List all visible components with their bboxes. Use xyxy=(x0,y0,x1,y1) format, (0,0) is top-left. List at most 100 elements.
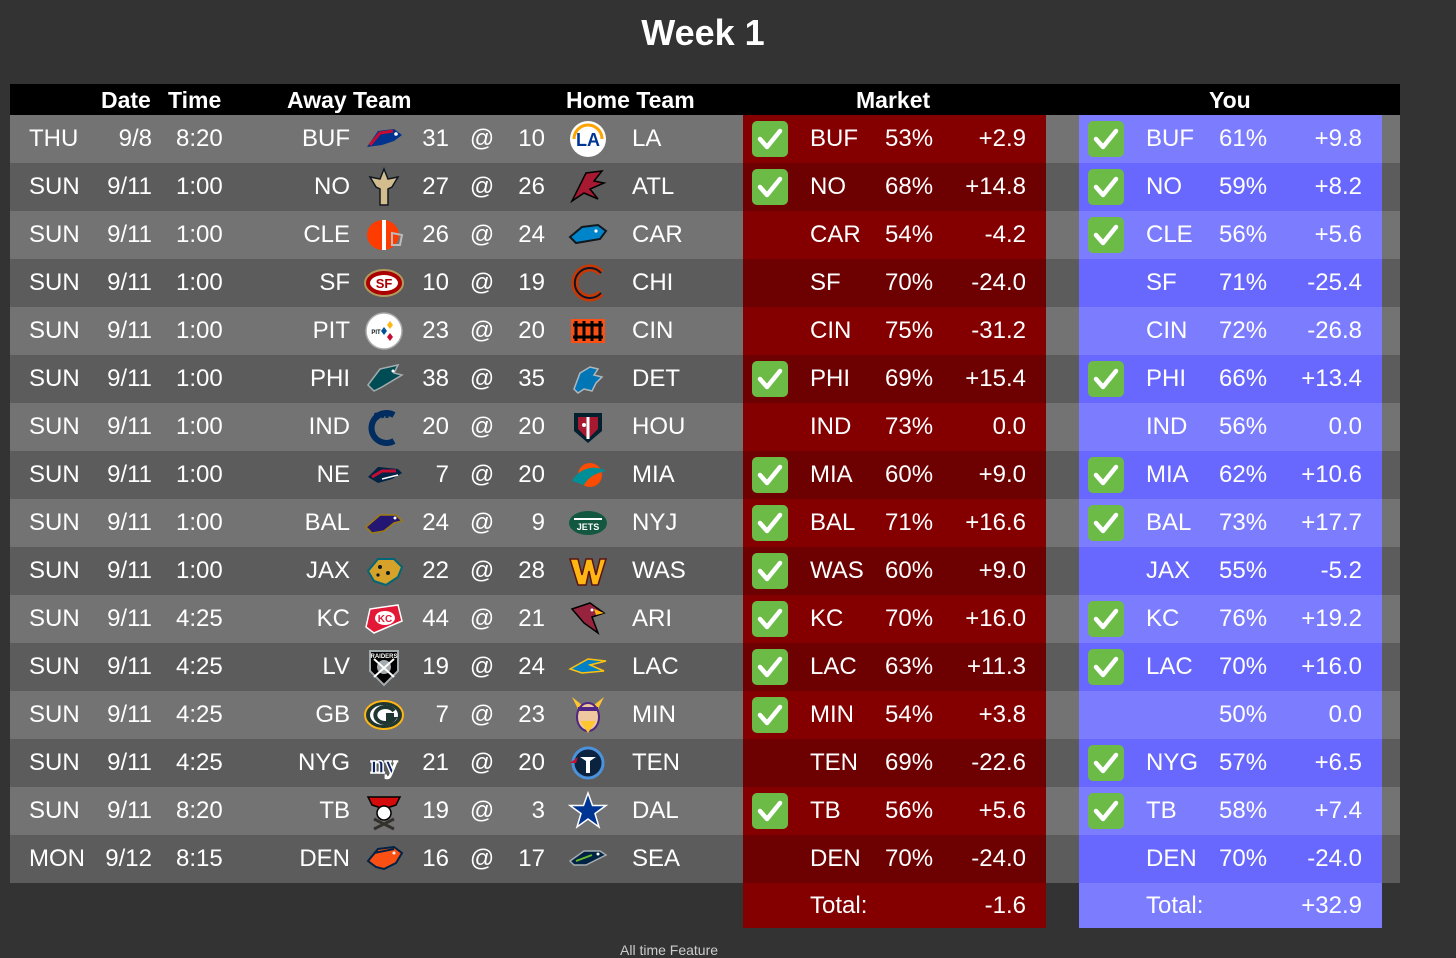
you-value: +13.4 xyxy=(1301,365,1362,392)
giants-logo-icon: ny xyxy=(364,743,404,783)
commanders-logo-icon xyxy=(568,551,608,591)
saints-logo-icon xyxy=(364,166,404,207)
table-row: SUN 9/11 1:00 BAL 24 @9 JETS NYJ BAL 71% +16.6 BAL 7… xyxy=(10,499,1400,547)
market-cell: DEN 70% -24.0 xyxy=(743,835,1046,883)
home-team-cell: LA xyxy=(632,125,662,152)
market-team: BUF xyxy=(810,125,858,152)
market-team: IND xyxy=(810,413,852,440)
home-score-cell: 20 xyxy=(518,461,545,488)
market-cell: IND 73% 0.0 xyxy=(743,403,1046,451)
date-cell: 9/11 xyxy=(107,509,152,536)
date-cell: 9/11 xyxy=(107,365,152,392)
falcons-logo-icon xyxy=(568,167,608,207)
market-pct: 54% xyxy=(885,701,934,728)
home-team-cell: NYJ xyxy=(632,509,678,536)
market-pct: 53% xyxy=(885,125,934,152)
header-time: Time xyxy=(168,87,222,113)
raiders-logo-icon: RAIDERS xyxy=(364,647,404,687)
market-value: +15.4 xyxy=(965,365,1026,392)
date-cell: 9/12 xyxy=(105,845,152,872)
time-cell: 1:00 xyxy=(176,221,223,248)
table-row: THU 9/8 8:20 BUF 31 @10 LA LA BUF 53% +2.9 BUF 61% +9… xyxy=(10,115,1400,163)
market-cell: CIN 75% -31.2 xyxy=(743,307,1046,355)
market-team: NO xyxy=(810,173,846,200)
market-team: SF xyxy=(810,269,841,296)
home-score-cell: 3 xyxy=(531,797,545,824)
you-pct: 70% xyxy=(1219,653,1268,680)
you-pct: 61% xyxy=(1219,125,1268,152)
you-cell: SF 71% -25.4 xyxy=(1079,259,1382,307)
away-score-cell: 24 xyxy=(422,509,449,536)
you-cell: NO 59% +8.2 xyxy=(1079,163,1382,211)
check-icon xyxy=(752,361,788,397)
market-team: LAC xyxy=(810,653,857,680)
check-icon xyxy=(752,601,788,637)
you-pct: 73% xyxy=(1219,509,1268,536)
market-value: +14.8 xyxy=(965,173,1026,200)
table-row: SUN 9/11 4:25 KC KC 44 @21 ARI KC 70% +16.0 KC 76% +1… xyxy=(10,595,1400,643)
home-score-cell: 28 xyxy=(518,557,545,584)
date-cell: 9/11 xyxy=(107,317,152,344)
you-team: CLE xyxy=(1146,221,1193,248)
patriots-logo-icon xyxy=(364,455,404,495)
market-pct: 60% xyxy=(885,461,934,488)
at-symbol: @ xyxy=(469,653,495,680)
lions-logo-icon xyxy=(568,359,608,399)
time-cell: 4:25 xyxy=(176,701,223,728)
you-value: -24.0 xyxy=(1307,845,1362,872)
time-cell: 1:00 xyxy=(176,317,223,344)
date-cell: 9/11 xyxy=(107,557,152,584)
you-team: BAL xyxy=(1146,509,1192,536)
home-score-cell: 23 xyxy=(518,701,545,728)
market-team: KC xyxy=(810,605,844,632)
you-value: 0.0 xyxy=(1328,413,1362,440)
you-pct: 56% xyxy=(1219,221,1268,248)
date-cell: 9/11 xyxy=(107,797,152,824)
date-cell: 9/11 xyxy=(107,413,152,440)
jaguars-logo-icon xyxy=(364,551,404,591)
you-value: -25.4 xyxy=(1307,269,1362,296)
you-cell: 50% 0.0 xyxy=(1079,691,1382,739)
time-cell: 1:00 xyxy=(176,173,223,200)
away-team-cell: KC xyxy=(316,605,350,632)
bills-logo-icon xyxy=(364,119,404,159)
you-cell: TB 58% +7.4 xyxy=(1079,787,1382,835)
you-pct: 76% xyxy=(1219,605,1268,632)
day-cell: THU xyxy=(29,125,79,152)
market-cell: SF 70% -24.0 xyxy=(743,259,1046,307)
away-team-cell: JAX xyxy=(305,557,350,584)
home-score-cell: 20 xyxy=(518,749,545,776)
you-cell: BAL 73% +17.7 xyxy=(1079,499,1382,547)
market-cell: WAS 60% +9.0 xyxy=(743,547,1046,595)
market-team: TB xyxy=(810,797,841,824)
you-value: +19.2 xyxy=(1301,605,1362,632)
seahawks-logo-icon xyxy=(568,839,608,879)
at-symbol: @ xyxy=(469,701,495,728)
packers-logo-icon xyxy=(364,695,404,735)
you-team: IND xyxy=(1146,413,1188,440)
home-team-cell: MIN xyxy=(632,701,676,728)
day-cell: SUN xyxy=(29,509,80,536)
market-cell: NO 68% +14.8 xyxy=(743,163,1046,211)
at-symbol: @ xyxy=(469,845,495,872)
header-market: Market xyxy=(856,87,931,113)
you-pct: 58% xyxy=(1219,797,1268,824)
away-team-cell: GB xyxy=(315,701,350,728)
market-cell: BAL 71% +16.6 xyxy=(743,499,1046,547)
chiefs-logo-icon: KC xyxy=(364,599,404,639)
svg-text:ny: ny xyxy=(370,750,397,779)
at-symbol: @ xyxy=(469,413,495,440)
check-icon xyxy=(752,169,788,205)
you-pct: 59% xyxy=(1219,173,1268,200)
dolphins-logo-icon xyxy=(568,455,608,495)
away-team-cell: NE xyxy=(316,461,350,488)
time-cell: 4:25 xyxy=(176,605,223,632)
away-team-cell: SF xyxy=(319,269,350,296)
you-value: +16.0 xyxy=(1301,653,1362,680)
away-team-cell: CLE xyxy=(303,221,350,248)
you-value: +9.8 xyxy=(1314,125,1362,152)
away-team-cell: PHI xyxy=(309,365,350,392)
you-team: SF xyxy=(1146,269,1177,296)
day-cell: SUN xyxy=(29,461,80,488)
cowboys-logo-icon xyxy=(567,790,609,831)
